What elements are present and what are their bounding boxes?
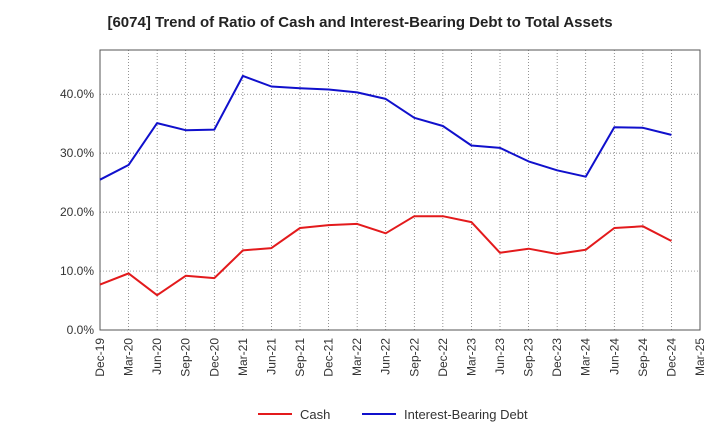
plot-border: [99, 49, 701, 331]
x-tick-label: Mar-24: [579, 338, 593, 376]
x-tick-label: Mar-25: [693, 338, 707, 376]
x-tick-label: Sep-22: [407, 338, 421, 377]
y-tick-label: 20.0%: [60, 205, 94, 219]
x-tick-label: Sep-24: [636, 338, 650, 377]
x-tick-label: Dec-21: [322, 338, 336, 377]
x-tick-label: Jun-24: [607, 338, 621, 375]
y-tick-label: 30.0%: [60, 146, 94, 160]
x-tick-label: Dec-22: [436, 338, 450, 377]
chart-title: [6074] Trend of Ratio of Cash and Intere…: [107, 14, 613, 31]
y-tick-label: 10.0%: [60, 264, 94, 278]
x-tick-label: Mar-20: [122, 338, 136, 376]
x-tick-label: Jun-21: [264, 338, 278, 375]
x-tick-label: Mar-23: [464, 338, 478, 376]
series-line: [99, 215, 672, 297]
series-line: [99, 74, 672, 181]
y-tick-label: 0.0%: [67, 323, 95, 337]
x-tick-label: Mar-21: [236, 338, 250, 376]
x-tick-label: Sep-20: [179, 338, 193, 377]
x-tick-label: Mar-22: [350, 338, 364, 376]
x-tick-label: Dec-19: [93, 338, 107, 377]
x-tick-label: Dec-20: [207, 338, 221, 377]
legend-label: Cash: [300, 407, 330, 422]
plot-area: [100, 50, 700, 330]
x-tick-label: Dec-23: [550, 338, 564, 377]
legend-label: Interest-Bearing Debt: [404, 407, 528, 422]
x-tick-label: Sep-23: [522, 338, 536, 377]
x-tick-label: Sep-21: [293, 338, 307, 377]
x-tick-label: Jun-22: [379, 338, 393, 375]
x-tick-label: Dec-24: [664, 338, 678, 377]
y-tick-label: 40.0%: [60, 87, 94, 101]
x-tick-label: Jun-20: [150, 338, 164, 375]
x-tick-label: Jun-23: [493, 338, 507, 375]
